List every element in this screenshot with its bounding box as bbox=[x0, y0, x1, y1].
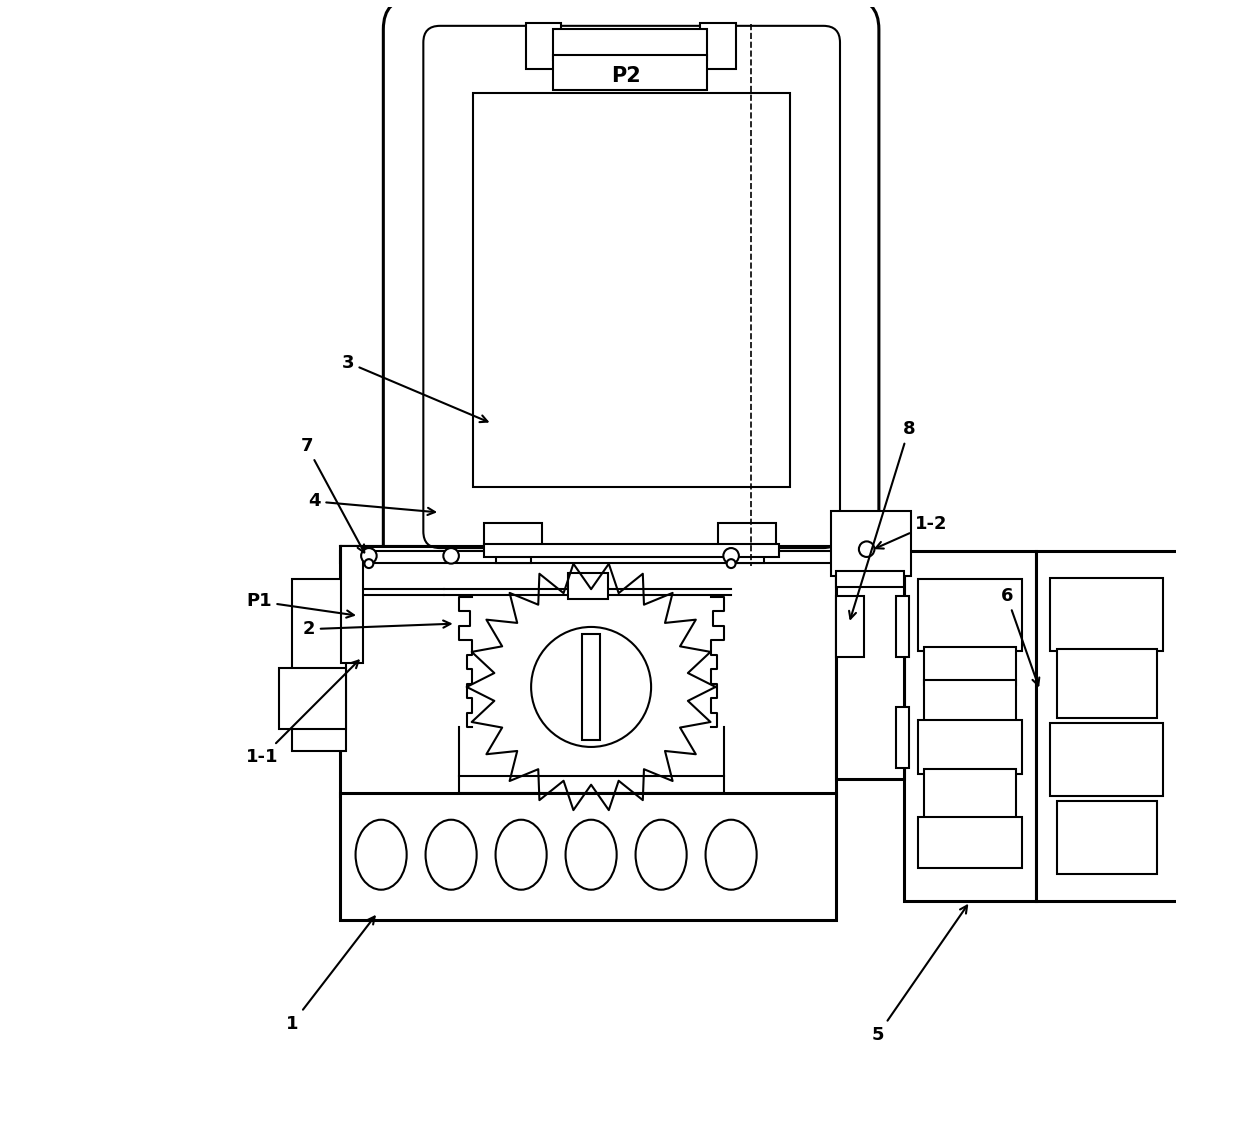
Text: 1-1: 1-1 bbox=[246, 660, 358, 766]
Circle shape bbox=[727, 559, 735, 568]
Bar bbox=[1056, 649, 1157, 718]
Bar bbox=[553, 55, 707, 90]
Circle shape bbox=[859, 541, 874, 557]
Circle shape bbox=[723, 548, 739, 564]
Bar bbox=[340, 546, 836, 795]
Circle shape bbox=[531, 627, 651, 747]
Bar bbox=[340, 551, 836, 562]
Bar bbox=[701, 22, 735, 69]
Text: P1: P1 bbox=[246, 593, 353, 618]
Ellipse shape bbox=[356, 820, 407, 890]
Bar bbox=[918, 720, 1022, 774]
Bar bbox=[895, 596, 909, 657]
Bar bbox=[279, 668, 346, 729]
Bar bbox=[925, 681, 1016, 722]
Bar bbox=[553, 29, 707, 61]
Circle shape bbox=[444, 548, 459, 564]
Bar bbox=[485, 522, 542, 548]
Bar bbox=[925, 770, 1016, 820]
FancyBboxPatch shape bbox=[383, 0, 879, 577]
Bar bbox=[568, 573, 608, 600]
Bar bbox=[340, 792, 836, 920]
Text: 2: 2 bbox=[303, 620, 450, 638]
Bar bbox=[474, 92, 790, 487]
Bar bbox=[496, 546, 531, 562]
Bar bbox=[1050, 722, 1163, 795]
Text: 5: 5 bbox=[872, 906, 967, 1044]
Circle shape bbox=[365, 559, 373, 568]
Bar bbox=[1035, 551, 1178, 901]
Bar bbox=[918, 817, 1022, 868]
Bar bbox=[1050, 578, 1163, 651]
Ellipse shape bbox=[496, 820, 547, 890]
Bar bbox=[895, 706, 909, 768]
FancyBboxPatch shape bbox=[423, 26, 839, 548]
Bar bbox=[918, 579, 1022, 651]
Bar bbox=[293, 579, 346, 752]
Bar bbox=[1056, 801, 1157, 874]
Bar bbox=[583, 633, 600, 740]
Bar bbox=[729, 546, 764, 562]
Bar bbox=[526, 22, 562, 69]
Bar bbox=[718, 522, 775, 548]
Bar bbox=[831, 512, 911, 576]
Bar bbox=[925, 647, 1016, 685]
Text: 7: 7 bbox=[300, 436, 365, 552]
Bar bbox=[836, 572, 904, 587]
Bar bbox=[836, 596, 864, 657]
Bar bbox=[904, 551, 1035, 901]
Bar bbox=[836, 562, 904, 780]
Text: 1: 1 bbox=[286, 917, 374, 1033]
Text: 1-2: 1-2 bbox=[875, 514, 947, 549]
Text: 4: 4 bbox=[309, 493, 435, 515]
Circle shape bbox=[361, 548, 377, 564]
Text: 3: 3 bbox=[341, 353, 487, 422]
Ellipse shape bbox=[706, 820, 756, 890]
Ellipse shape bbox=[425, 820, 476, 890]
Text: 8: 8 bbox=[849, 420, 915, 619]
Ellipse shape bbox=[636, 820, 687, 890]
Text: P2: P2 bbox=[610, 66, 640, 86]
Ellipse shape bbox=[565, 820, 616, 890]
Bar bbox=[341, 546, 363, 663]
Text: 6: 6 bbox=[1001, 587, 1039, 685]
Bar bbox=[485, 543, 779, 557]
